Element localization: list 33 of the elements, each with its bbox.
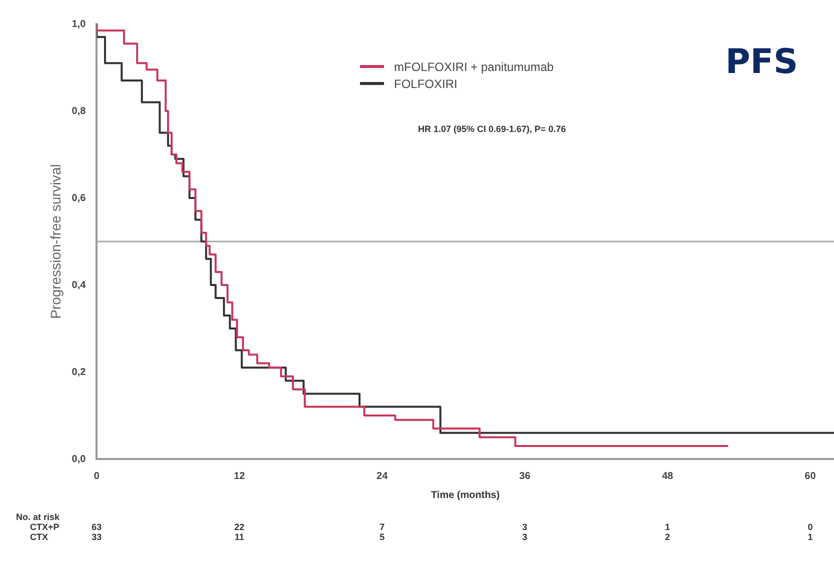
- x-tick-label: 0: [94, 470, 100, 482]
- x-tick-label: 36: [519, 470, 531, 482]
- annotation: HR 1.07 (95% CI 0.69-1.67), P= 0.76: [418, 124, 566, 134]
- text: 11: [234, 532, 244, 542]
- text: 33: [92, 532, 102, 542]
- text: CTX+P: [30, 522, 60, 532]
- y-axis-title: Progression-free survival: [47, 164, 64, 319]
- text: 3: [522, 522, 528, 532]
- y-tick-label: 0,2: [72, 366, 86, 378]
- text: PFS: [725, 42, 798, 82]
- text: No. at risk: [16, 512, 60, 522]
- text: 1: [808, 532, 813, 542]
- x-tick-label: 12: [234, 470, 246, 482]
- legend-label: FOLFOXIRI: [394, 76, 458, 90]
- text: 7: [380, 522, 385, 532]
- y-tick-label: 1,0: [72, 18, 86, 30]
- text: 1: [664, 522, 670, 532]
- text: 2: [664, 532, 670, 542]
- x-tick-label: 24: [376, 470, 388, 482]
- x-tick-label: 60: [804, 470, 816, 482]
- y-tick-label: 0,4: [72, 280, 86, 291]
- text: 5: [380, 532, 385, 542]
- y-tick-label: 0,6: [72, 192, 86, 204]
- text: 3: [522, 532, 528, 542]
- y-tick-label: 0,0: [72, 454, 86, 465]
- x-axis-title: Time (months): [430, 490, 500, 501]
- text: 0: [808, 522, 813, 532]
- text: 63: [92, 522, 102, 532]
- text: CTX: [30, 532, 48, 542]
- y-tick-label: 0,8: [72, 106, 86, 117]
- legend-label: mFOLFOXIRI + panitumumab: [394, 60, 554, 74]
- text: 22: [234, 522, 244, 532]
- x-tick-label: 48: [662, 470, 674, 482]
